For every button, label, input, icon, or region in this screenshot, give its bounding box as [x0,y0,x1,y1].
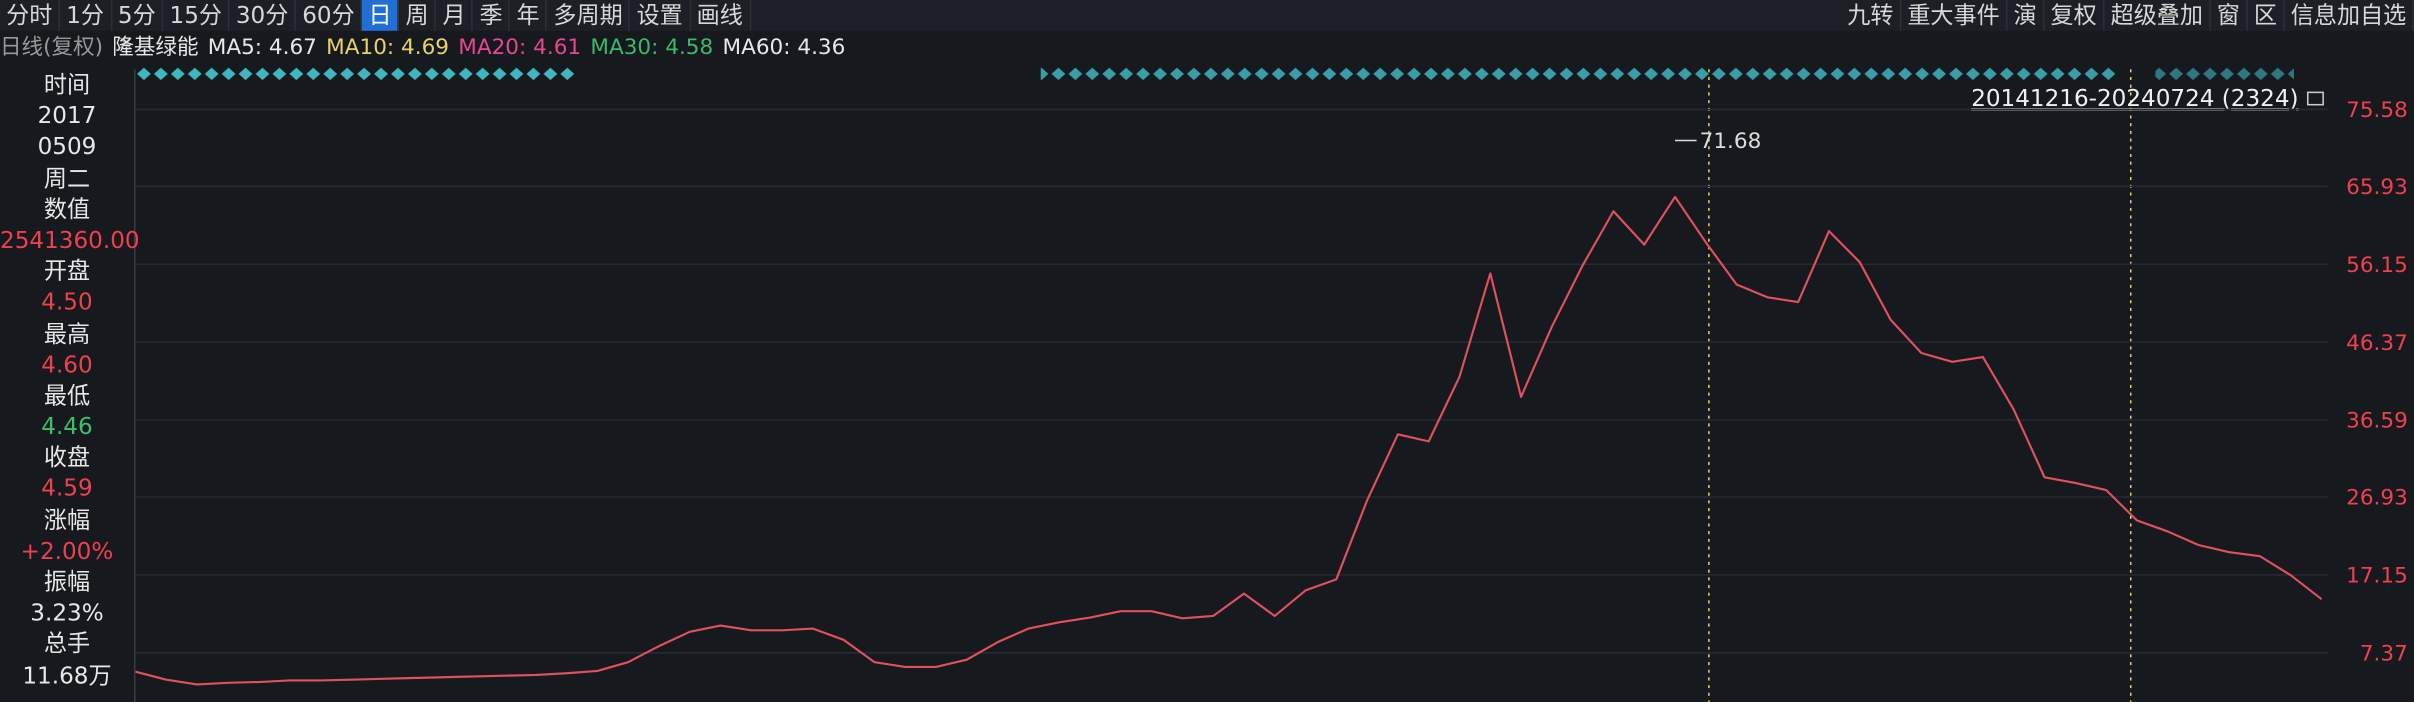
info-row: 0509 [37,132,97,161]
info-row: 开盘 [43,257,91,286]
period-tabs: 分时 1分 5分 15分 30分 60分日周月季年多周期 设置 画线 [0,0,751,31]
y-tick-label: 46.37 [2346,331,2408,356]
info-row: 时间 [43,70,91,99]
y-tick-label: 36.59 [2346,409,2408,434]
stock-name: 隆基绿能 [112,35,199,61]
close-icon[interactable]: × [117,30,134,54]
ma-value: MA10: 4.69 [326,35,450,61]
period-tab[interactable]: 季 [473,0,511,31]
y-tick-label: 75.58 [2346,98,2408,123]
info-row: 涨幅 [43,505,91,534]
tool-button[interactable]: 信息加自选 [2285,0,2414,31]
tool-button[interactable]: 窗 [2211,0,2248,31]
y-tick-label: 7.37 [2360,641,2408,666]
info-row: 4.50 [41,288,93,317]
ma-value: MA60: 4.36 [722,35,846,61]
signal-strip [135,66,575,82]
period-tab[interactable]: 周 [399,0,437,31]
period-tab[interactable]: 年 [510,0,548,31]
signal-strip [1040,66,2119,82]
y-tick-label: 17.15 [2346,564,2408,589]
period-tab[interactable]: 月 [436,0,474,31]
period-tab[interactable]: 5分 [112,0,164,31]
tool-button[interactable]: 区 [2248,0,2285,31]
info-row: 4.46 [41,412,93,441]
tool-button[interactable]: 复权 [2044,0,2105,31]
info-row: +2.00% [20,537,114,565]
info-row: 4.60 [41,350,93,379]
period-tab[interactable]: 15分 [163,0,230,31]
period-tab[interactable]: 30分 [230,0,297,31]
info-row: 3.23% [30,599,104,627]
info-row: 最低 [43,381,91,410]
info-row: 4.59 [41,474,93,503]
info-row: 总手 [43,630,91,658]
info-row: 2017 [37,101,97,130]
info-row: 最高 [43,319,91,348]
info-row: 2541360.00 [0,226,140,254]
info-row: 收盘 [43,443,91,472]
tool-button[interactable]: 九转 [1841,0,1902,31]
y-tick-label: 26.93 [2346,486,2408,511]
tool-button[interactable]: 重大事件 [1901,0,2008,31]
period-tab[interactable]: 画线 [690,0,751,31]
info-panel: 时间 2017 0509 周二 数值 2541360.00 开盘 4.50 最高 4.60 最低 4.… [0,69,140,702]
range-label[interactable]: 20141216-20240724 (2324) [1971,86,2298,112]
tool-buttons: 九转 重大事件演复权 超级叠加窗区信息加自选 [1841,0,2414,31]
y-tick-label: 56.15 [2346,253,2408,278]
signal-strip [2155,66,2294,82]
toolbar: 分时 1分 5分 15分 30分 60分日周月季年多周期 设置 画线 九转 重大事件演复权 超级叠… [0,0,2414,31]
info-row: 数值 [43,195,91,223]
tool-button[interactable]: 演 [2007,0,2045,31]
period-tab[interactable]: 1分 [60,0,112,31]
ma-value: MA20: 4.61 [458,35,582,61]
period-tab[interactable]: 60分 [296,0,363,31]
info-row: 11.68万 [22,661,112,690]
info-row: 振幅 [43,568,91,596]
period-tab[interactable]: 分时 [0,0,61,31]
lock-icon[interactable] [2307,91,2324,106]
ma-value: MA30: 4.58 [590,35,714,61]
period-tab[interactable]: 设置 [630,0,691,31]
price-line [135,195,2323,686]
ma-value: MA5: 4.67 [207,35,317,61]
indicator-legend: 日线(复权) 隆基绿能 MA5: 4.67 MA10: 4.69 MA20: 4.6… [0,32,855,63]
period-tab[interactable]: 多周期 [547,0,631,31]
info-row: 周二 [43,164,91,192]
peak-label: 71.68 [1700,129,1762,154]
tool-button[interactable]: 超级叠加 [2104,0,2211,31]
y-tick-label: 65.93 [2346,175,2408,200]
chart-kind: 日线(复权) [0,35,104,61]
period-tab[interactable]: 日 [362,0,400,31]
